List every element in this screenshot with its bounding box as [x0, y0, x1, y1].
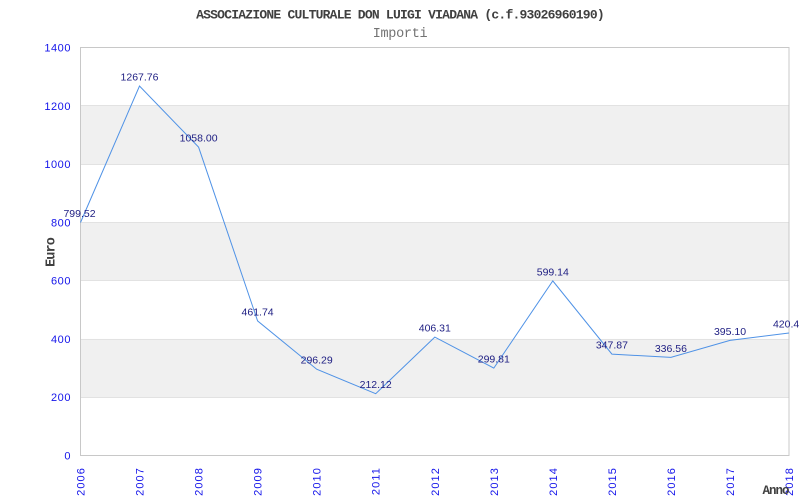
- svg-text:Anno: Anno: [762, 484, 789, 498]
- svg-text:2015: 2015: [607, 467, 619, 496]
- svg-text:212.12: 212.12: [360, 379, 392, 391]
- svg-text:1000: 1000: [44, 159, 71, 171]
- svg-text:2006: 2006: [76, 467, 88, 496]
- svg-text:2016: 2016: [666, 467, 678, 496]
- svg-text:400: 400: [51, 334, 71, 346]
- svg-text:2014: 2014: [548, 467, 560, 496]
- svg-text:296.29: 296.29: [301, 355, 333, 367]
- svg-text:2011: 2011: [371, 467, 383, 495]
- svg-text:347.87: 347.87: [596, 340, 628, 352]
- svg-text:406.31: 406.31: [419, 323, 451, 335]
- svg-text:Euro: Euro: [45, 237, 60, 267]
- svg-text:799.52: 799.52: [63, 208, 95, 220]
- svg-text:420.41: 420.41: [773, 319, 800, 331]
- svg-text:2009: 2009: [253, 467, 265, 496]
- svg-text:2008: 2008: [194, 467, 206, 496]
- svg-text:599.14: 599.14: [537, 266, 569, 278]
- svg-text:2013: 2013: [489, 467, 501, 496]
- svg-text:ASSOCIAZIONE CULTURALE DON LUI: ASSOCIAZIONE CULTURALE DON LUIGI VIADANA…: [196, 8, 604, 23]
- svg-text:2018: 2018: [784, 467, 796, 496]
- svg-text:800: 800: [51, 217, 71, 229]
- svg-text:Importi: Importi: [373, 27, 428, 42]
- svg-text:600: 600: [51, 276, 71, 288]
- svg-text:1058.00: 1058.00: [180, 133, 218, 145]
- svg-text:461.74: 461.74: [242, 306, 274, 318]
- svg-text:2017: 2017: [725, 467, 737, 496]
- svg-text:2007: 2007: [135, 467, 147, 496]
- svg-text:200: 200: [51, 392, 71, 404]
- svg-text:2010: 2010: [312, 467, 324, 496]
- svg-text:1200: 1200: [44, 101, 71, 113]
- svg-text:0: 0: [64, 451, 71, 463]
- svg-text:299.81: 299.81: [478, 354, 510, 366]
- svg-text:1400: 1400: [44, 43, 71, 55]
- svg-text:2012: 2012: [430, 467, 442, 496]
- svg-text:395.10: 395.10: [714, 326, 746, 338]
- svg-text:336.56: 336.56: [655, 343, 687, 355]
- svg-text:1267.76: 1267.76: [121, 72, 159, 84]
